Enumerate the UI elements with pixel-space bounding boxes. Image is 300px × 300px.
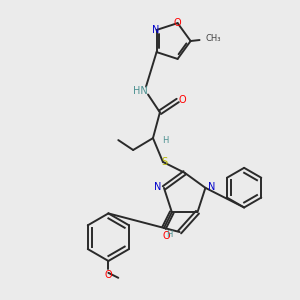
Text: O: O	[174, 18, 182, 28]
Text: O: O	[162, 231, 170, 241]
Text: CH₃: CH₃	[206, 34, 221, 43]
Text: O: O	[179, 95, 187, 106]
Text: HN: HN	[133, 85, 148, 96]
Text: H: H	[167, 230, 173, 238]
Text: S: S	[162, 157, 168, 167]
Text: O: O	[105, 270, 112, 280]
Text: N: N	[154, 182, 162, 192]
Text: H: H	[162, 136, 168, 145]
Text: N: N	[208, 182, 215, 192]
Text: N: N	[152, 25, 159, 35]
